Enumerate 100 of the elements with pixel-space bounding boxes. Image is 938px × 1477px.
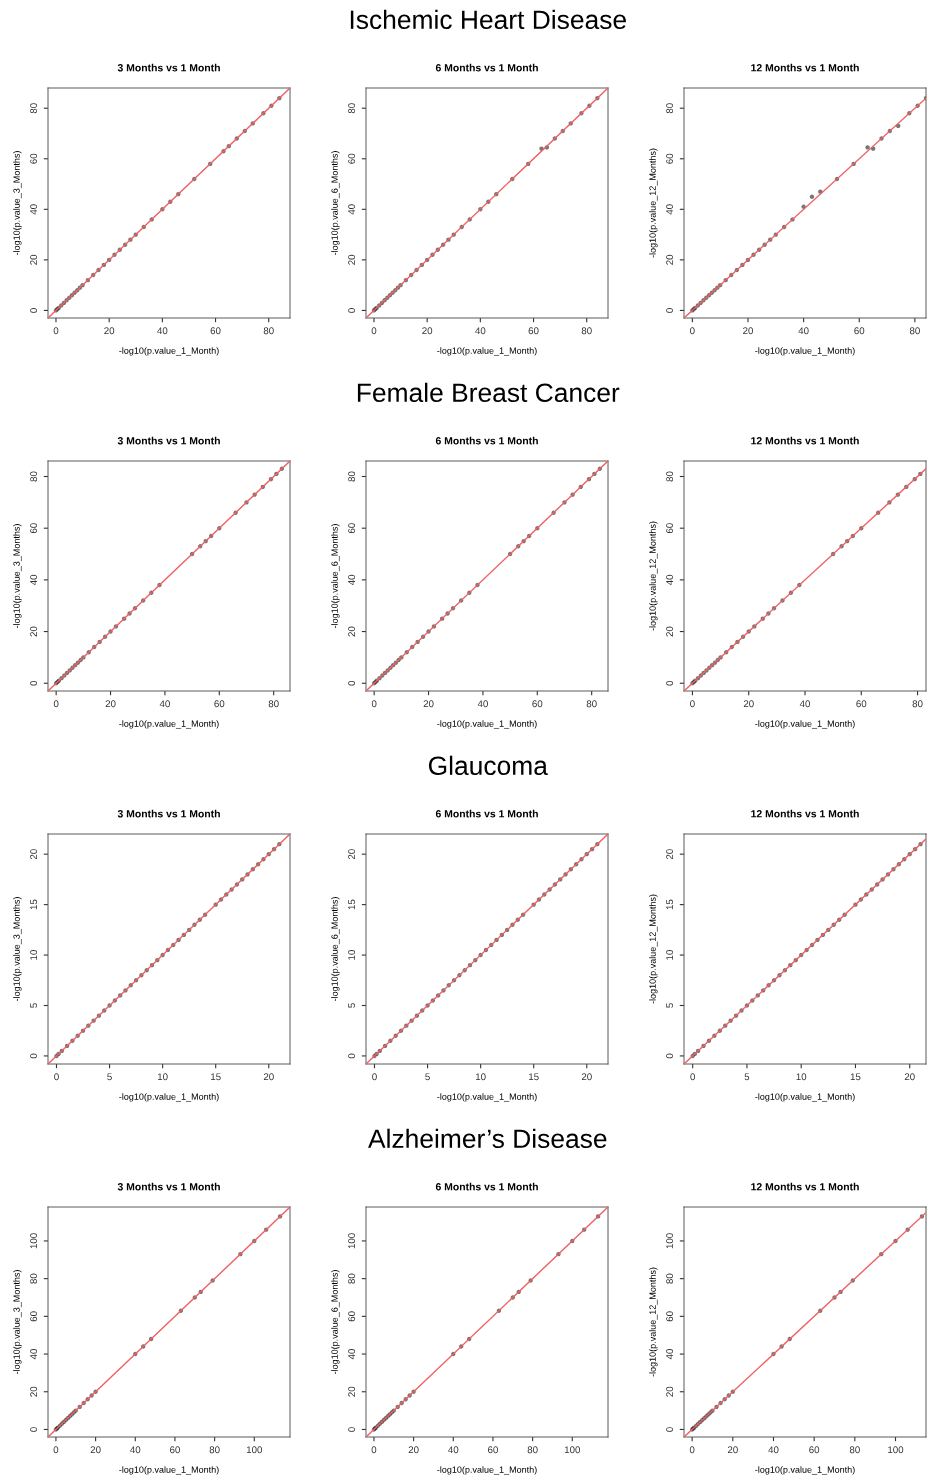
y-tick-label: 0 (348, 1427, 356, 1432)
y-tick-label: 40 (348, 204, 356, 215)
x-tick-label: 5 (425, 1073, 430, 1081)
y-tick-label: 20 (666, 626, 674, 637)
y-tick-label: 15 (348, 899, 356, 910)
x-tick-label: 40 (475, 327, 486, 335)
y-tick-label: 20 (348, 626, 356, 637)
x-tick-label: 20 (743, 700, 754, 708)
chart-title: 12 Months vs 1 Month (751, 63, 859, 72)
x-tick-label: 0 (53, 327, 59, 335)
y-axis-title: -log10(p.value_12_Months) (649, 1267, 658, 1377)
x-tick-label: 15 (850, 1073, 861, 1081)
chart-title: 3 Months vs 1 Month (117, 809, 220, 818)
y-axis-title: -log10(p.value_12_Months) (649, 148, 658, 258)
y-tick-label: 60 (666, 153, 674, 164)
y-tick-label: 80 (666, 471, 674, 482)
x-tick-label: 20 (423, 700, 434, 708)
x-tick-label: 5 (107, 1073, 112, 1081)
y-tick-label: 0 (30, 1053, 38, 1059)
chart-title: 12 Months vs 1 Month (751, 809, 859, 818)
y-axis-title: -log10(p.value_3_Months) (13, 524, 22, 629)
y-tick-label: 15 (30, 899, 38, 910)
y-tick-label: 80 (348, 1273, 356, 1284)
chart-title: 6 Months vs 1 Month (435, 1182, 538, 1191)
y-tick-label: 15 (666, 899, 674, 910)
y-tick-label: 80 (666, 1273, 674, 1284)
text: Female Breast Cancer (357, 382, 620, 403)
x-axis-title: -log10(p.value_1_Month) (119, 1093, 219, 1102)
y-tick-label: 60 (348, 1311, 356, 1322)
chart-title: 6 Months vs 1 Month (435, 809, 538, 818)
x-axis-title: -log10(p.value_1_Month) (119, 347, 219, 356)
x-tick-label: 60 (854, 327, 865, 335)
x-axis-title: -log10(p.value_1_Month) (437, 1466, 537, 1475)
y-tick-label: 20 (666, 849, 674, 860)
x-tick-label: 60 (528, 327, 539, 335)
x-tick-label: 20 (727, 1446, 738, 1454)
x-tick-label: 0 (689, 1446, 695, 1454)
chart-title: 12 Months vs 1 Month (751, 1182, 859, 1191)
y-tick-label: 20 (30, 254, 38, 265)
x-tick-label: 80 (268, 700, 279, 708)
y-tick-label: 20 (30, 1386, 38, 1397)
x-axis-title: -log10(p.value_1_Month) (755, 1466, 855, 1475)
chart-title: 6 Months vs 1 Month (435, 436, 538, 445)
y-tick-label: 60 (348, 153, 356, 164)
x-axis-title: -log10(p.value_1_Month) (437, 1093, 537, 1102)
y-tick-label: 0 (348, 1053, 356, 1059)
x-tick-label: 0 (53, 700, 59, 708)
y-tick-label: 80 (348, 103, 356, 114)
x-tick-label: 40 (799, 700, 811, 708)
x-tick-label: 20 (581, 1073, 592, 1081)
x-tick-label: 0 (53, 1446, 59, 1454)
y-tick-label: 40 (348, 574, 356, 586)
y-tick-label: 80 (30, 103, 38, 114)
x-tick-label: 20 (105, 700, 116, 708)
chart-title: 3 Months vs 1 Month (117, 436, 220, 445)
x-axis-title: -log10(p.value_1_Month) (755, 1093, 855, 1102)
y-tick-label: 60 (666, 523, 674, 534)
x-tick-label: 40 (157, 327, 168, 335)
x-tick-label: 20 (422, 327, 433, 335)
x-tick-label: 60 (488, 1446, 498, 1454)
y-tick-label: 100 (30, 1233, 38, 1249)
y-tick-label: 0 (30, 1427, 38, 1432)
y-tick-label: 40 (30, 204, 38, 215)
y-axis-title: -log10(p.value_3_Months) (13, 1270, 22, 1375)
x-tick-label: 60 (532, 700, 543, 708)
x-tick-label: 0 (371, 327, 377, 335)
y-tick-label: 10 (348, 950, 356, 960)
x-tick-label: 80 (909, 327, 920, 335)
y-tick-label: 80 (348, 471, 356, 482)
chart-title: 6 Months vs 1 Month (435, 63, 538, 72)
x-tick-label: 80 (849, 1446, 860, 1454)
x-tick-label: 80 (209, 1446, 220, 1454)
y-tick-label: 40 (348, 1349, 356, 1360)
y-tick-label: 40 (666, 1349, 674, 1360)
x-tick-label: 40 (798, 327, 809, 335)
x-tick-label: 60 (856, 700, 867, 708)
x-tick-label: 15 (529, 1073, 539, 1081)
x-tick-label: 100 (246, 1446, 263, 1454)
x-tick-label: 60 (809, 1446, 820, 1454)
y-axis-title: -log10(p.value_12_Months) (649, 521, 658, 631)
y-tick-label: 60 (30, 1311, 38, 1322)
text: Ischemic Heart Disease (350, 9, 626, 30)
x-tick-label: 100 (564, 1446, 581, 1454)
x-axis-title: -log10(p.value_1_Month) (755, 347, 855, 356)
x-tick-label: 100 (888, 1446, 904, 1454)
text: Alzheimer’s Disease (368, 1128, 607, 1149)
y-tick-label: 5 (348, 1003, 356, 1008)
x-tick-label: 0 (690, 1073, 696, 1081)
y-tick-label: 0 (666, 1427, 674, 1432)
x-tick-label: 0 (690, 700, 695, 708)
y-tick-label: 20 (30, 626, 38, 637)
y-tick-label: 80 (30, 471, 38, 482)
y-tick-label: 40 (666, 204, 674, 215)
y-tick-label: 40 (666, 574, 674, 586)
y-tick-label: 60 (666, 1311, 674, 1322)
x-tick-label: 40 (768, 1446, 779, 1454)
x-tick-label: 60 (210, 327, 221, 335)
x-axis-title: -log10(p.value_1_Month) (755, 720, 855, 729)
x-tick-label: 20 (743, 327, 753, 335)
x-axis-title: -log10(p.value_1_Month) (119, 720, 219, 729)
